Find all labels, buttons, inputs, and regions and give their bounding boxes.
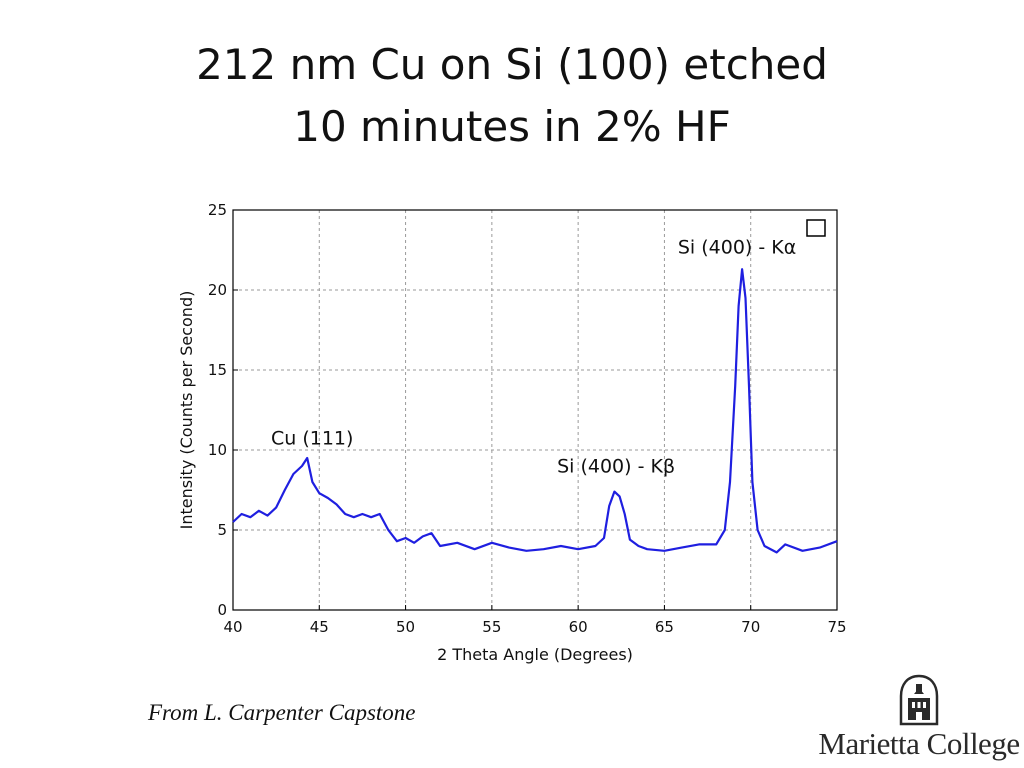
legend-box [806, 219, 826, 237]
slide-title: 212 nm Cu on Si (100) etched 10 minutes … [0, 34, 1024, 158]
y-tick-label: 15 [208, 361, 227, 379]
logo-text: Marietta College [818, 726, 1020, 761]
xrd-line-chart: 40 45 50 55 60 65 70 75 0 5 10 15 20 25 2 Theta Angle … [177, 201, 847, 664]
slide-title-line-2: 10 minutes in 2% HF [293, 102, 731, 151]
y-tick-label: 20 [208, 281, 227, 299]
x-tick-label: 55 [482, 618, 501, 636]
x-tick-label: 50 [396, 618, 415, 636]
x-axis-label: 2 Theta Angle (Degrees) [437, 645, 633, 664]
peak-annotation-label: Si (400) - Kβ [557, 455, 675, 477]
plot-area-frame [232, 209, 838, 611]
college-tower-emblem-icon [899, 674, 939, 726]
y-tick-label: 10 [208, 441, 227, 459]
x-tick-label: 75 [827, 618, 846, 636]
y-tick-label: 25 [208, 201, 227, 219]
x-tick-label: 40 [223, 618, 242, 636]
x-tick-label: 60 [569, 618, 588, 636]
peak-annotation-label: Si (400) - Kα [678, 237, 796, 259]
x-tick-label: 45 [310, 618, 329, 636]
series-line-0 [232, 268, 838, 554]
slide-title-line-1: 212 nm Cu on Si (100) etched [196, 40, 828, 89]
y-axis-label: Intensity (Counts per Second) [177, 291, 196, 530]
y-tick-label: 0 [217, 601, 227, 619]
x-tick-label: 65 [655, 618, 674, 636]
source-credit: From L. Carpenter Capstone [148, 700, 416, 725]
y-tick-label: 5 [217, 521, 227, 539]
marietta-college-logo: Marietta College [814, 670, 1024, 768]
x-tick-label: 70 [741, 618, 760, 636]
peak-annotation-label: Cu (111) [271, 427, 353, 449]
